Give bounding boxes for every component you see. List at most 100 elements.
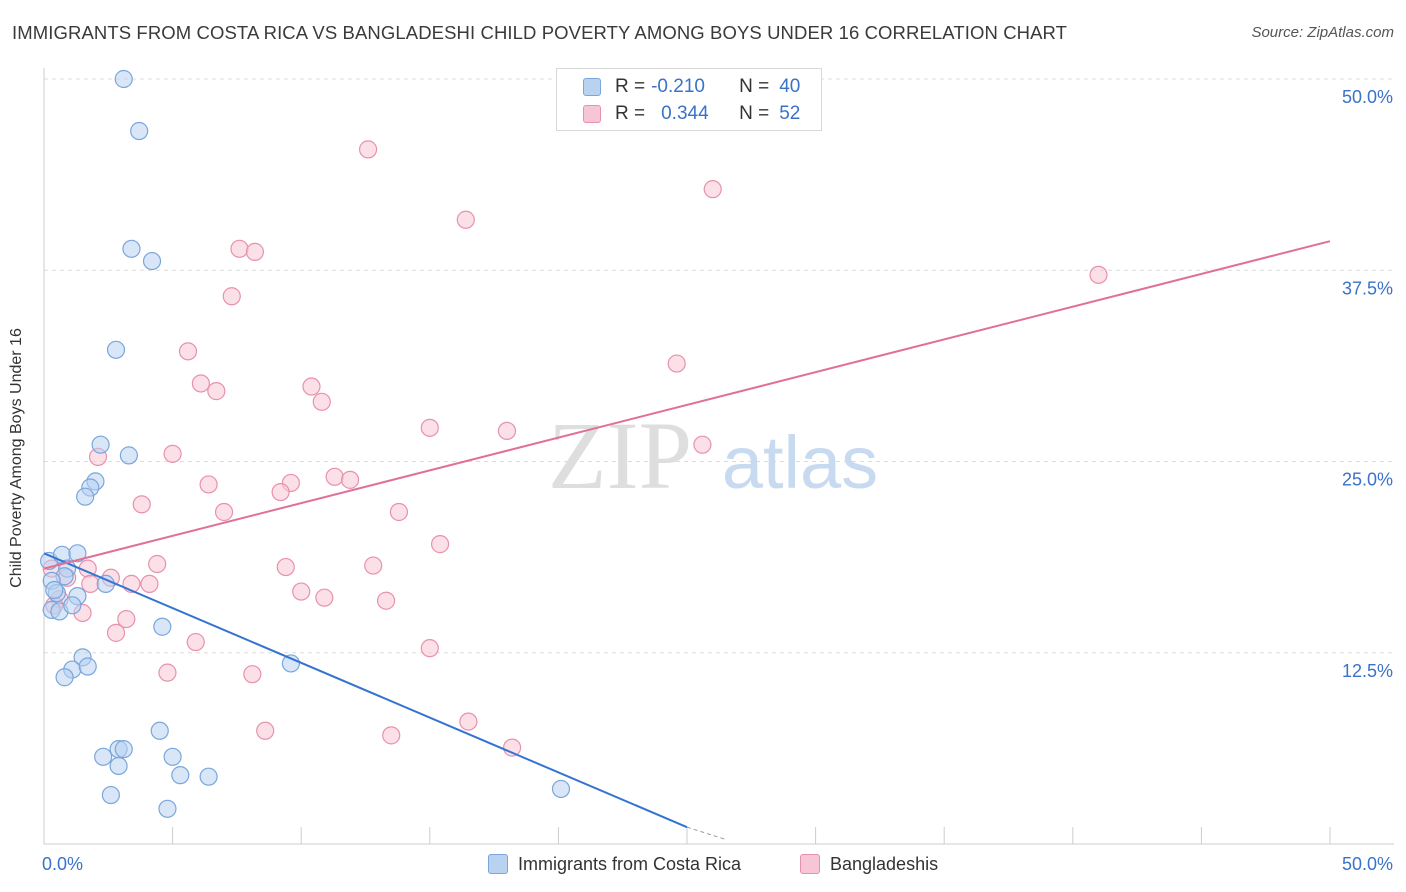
data-point (667, 354, 686, 373)
data-point (76, 487, 95, 506)
data-point (389, 502, 409, 522)
bottom-legend-bangladeshis: Bangladeshis (800, 852, 938, 876)
x-tick-label: 0.0% (42, 854, 83, 874)
y-tick-label: 50.0% (1342, 87, 1393, 107)
data-point (230, 239, 249, 258)
data-point (63, 596, 82, 615)
data-point (459, 712, 478, 731)
grid-lines (44, 78, 1394, 654)
data-point (94, 747, 113, 766)
data-point (315, 588, 334, 607)
watermark-zip: ZIP (548, 402, 692, 509)
data-point (340, 470, 360, 489)
data-point (178, 342, 198, 361)
data-point (114, 740, 133, 759)
data-point (430, 535, 450, 554)
legend-r-value: 0.344 (661, 103, 709, 124)
bottom-legend-label: Immigrants from Costa Rica (518, 853, 742, 874)
tick-labels: 12.5% 25.0% 37.5% 50.0% 0.0% 50.0% (42, 87, 1393, 874)
data-point (199, 767, 218, 786)
data-point (153, 617, 172, 636)
data-point (148, 554, 167, 574)
data-point (551, 779, 571, 799)
trend-lines (43, 240, 1331, 840)
axes (43, 68, 1394, 845)
correlation-legend: R = -0.210 N = 40 R = 0.344 N = 52 (556, 68, 822, 131)
data-point (130, 121, 149, 141)
data-point (276, 557, 295, 577)
legend-row-bangladeshis: R = 0.344 N = 52 (583, 102, 800, 126)
data-point (199, 475, 218, 494)
data-point (186, 632, 205, 652)
data-point (163, 747, 182, 766)
data-point (55, 668, 74, 687)
data-point (163, 444, 182, 463)
data-point (376, 591, 396, 610)
data-point (106, 623, 126, 642)
data-point (150, 721, 169, 740)
data-point (312, 392, 331, 411)
y-tick-label: 37.5% (1342, 278, 1393, 298)
legend-n-value: 52 (779, 103, 801, 124)
y-axis-label: Child Poverty Among Boys Under 16 (8, 328, 25, 588)
data-point (119, 446, 138, 465)
data-point (132, 495, 151, 514)
data-point (45, 580, 64, 600)
data-point (1089, 265, 1108, 284)
trend-line-bangladeshis (43, 240, 1331, 570)
data-point (364, 556, 383, 575)
data-point (81, 574, 100, 594)
data-point (106, 340, 126, 359)
data-point (420, 418, 439, 437)
data-point (302, 377, 321, 396)
data-point (456, 210, 475, 229)
data-point (243, 665, 262, 684)
data-point (171, 766, 190, 785)
data-point (693, 435, 712, 454)
bottom-legend-swatch-pink (800, 854, 820, 874)
legend-swatch-blue (583, 78, 601, 96)
y-tick-label: 12.5% (1342, 661, 1393, 681)
data-point (271, 483, 290, 502)
data-point (78, 657, 97, 676)
series-costa-rica-points (40, 69, 571, 818)
data-point (158, 663, 177, 682)
legend-r-value: -0.210 (651, 76, 705, 97)
legend-swatch-pink (583, 105, 601, 123)
data-point (256, 721, 275, 740)
data-point (68, 544, 87, 563)
trend-line-costa-rica-extension (686, 826, 726, 840)
legend-row-costa-rica: R = -0.210 N = 40 (583, 75, 800, 99)
data-point (325, 467, 344, 486)
data-point (214, 502, 234, 522)
data-point (101, 785, 120, 805)
legend-n-value: 40 (779, 76, 801, 97)
legend-n-label: N = (739, 103, 770, 124)
trend-line-costa-rica (43, 552, 688, 829)
data-point (207, 382, 226, 401)
data-point (114, 69, 133, 89)
data-point (117, 609, 136, 629)
data-point (91, 435, 110, 454)
legend-n-label: N = (739, 76, 770, 97)
data-point (222, 287, 241, 306)
x-tick-label: 50.0% (1342, 854, 1393, 874)
data-point (142, 251, 162, 271)
series-bangladeshis-points (42, 140, 1108, 757)
data-point (420, 639, 439, 658)
data-point (140, 574, 159, 594)
data-point (158, 799, 177, 818)
data-point (109, 756, 128, 776)
watermark-atlas: atlas (722, 421, 878, 504)
bottom-legend-swatch-blue (488, 854, 508, 874)
data-point (358, 140, 378, 159)
data-point (703, 180, 722, 199)
legend-r-label: R = (615, 103, 646, 124)
data-point (122, 239, 141, 258)
data-point (292, 582, 311, 601)
data-point (191, 374, 210, 393)
bottom-legend-costa-rica: Immigrants from Costa Rica (488, 852, 741, 876)
y-tick-label: 25.0% (1342, 470, 1393, 490)
data-point (245, 242, 265, 261)
